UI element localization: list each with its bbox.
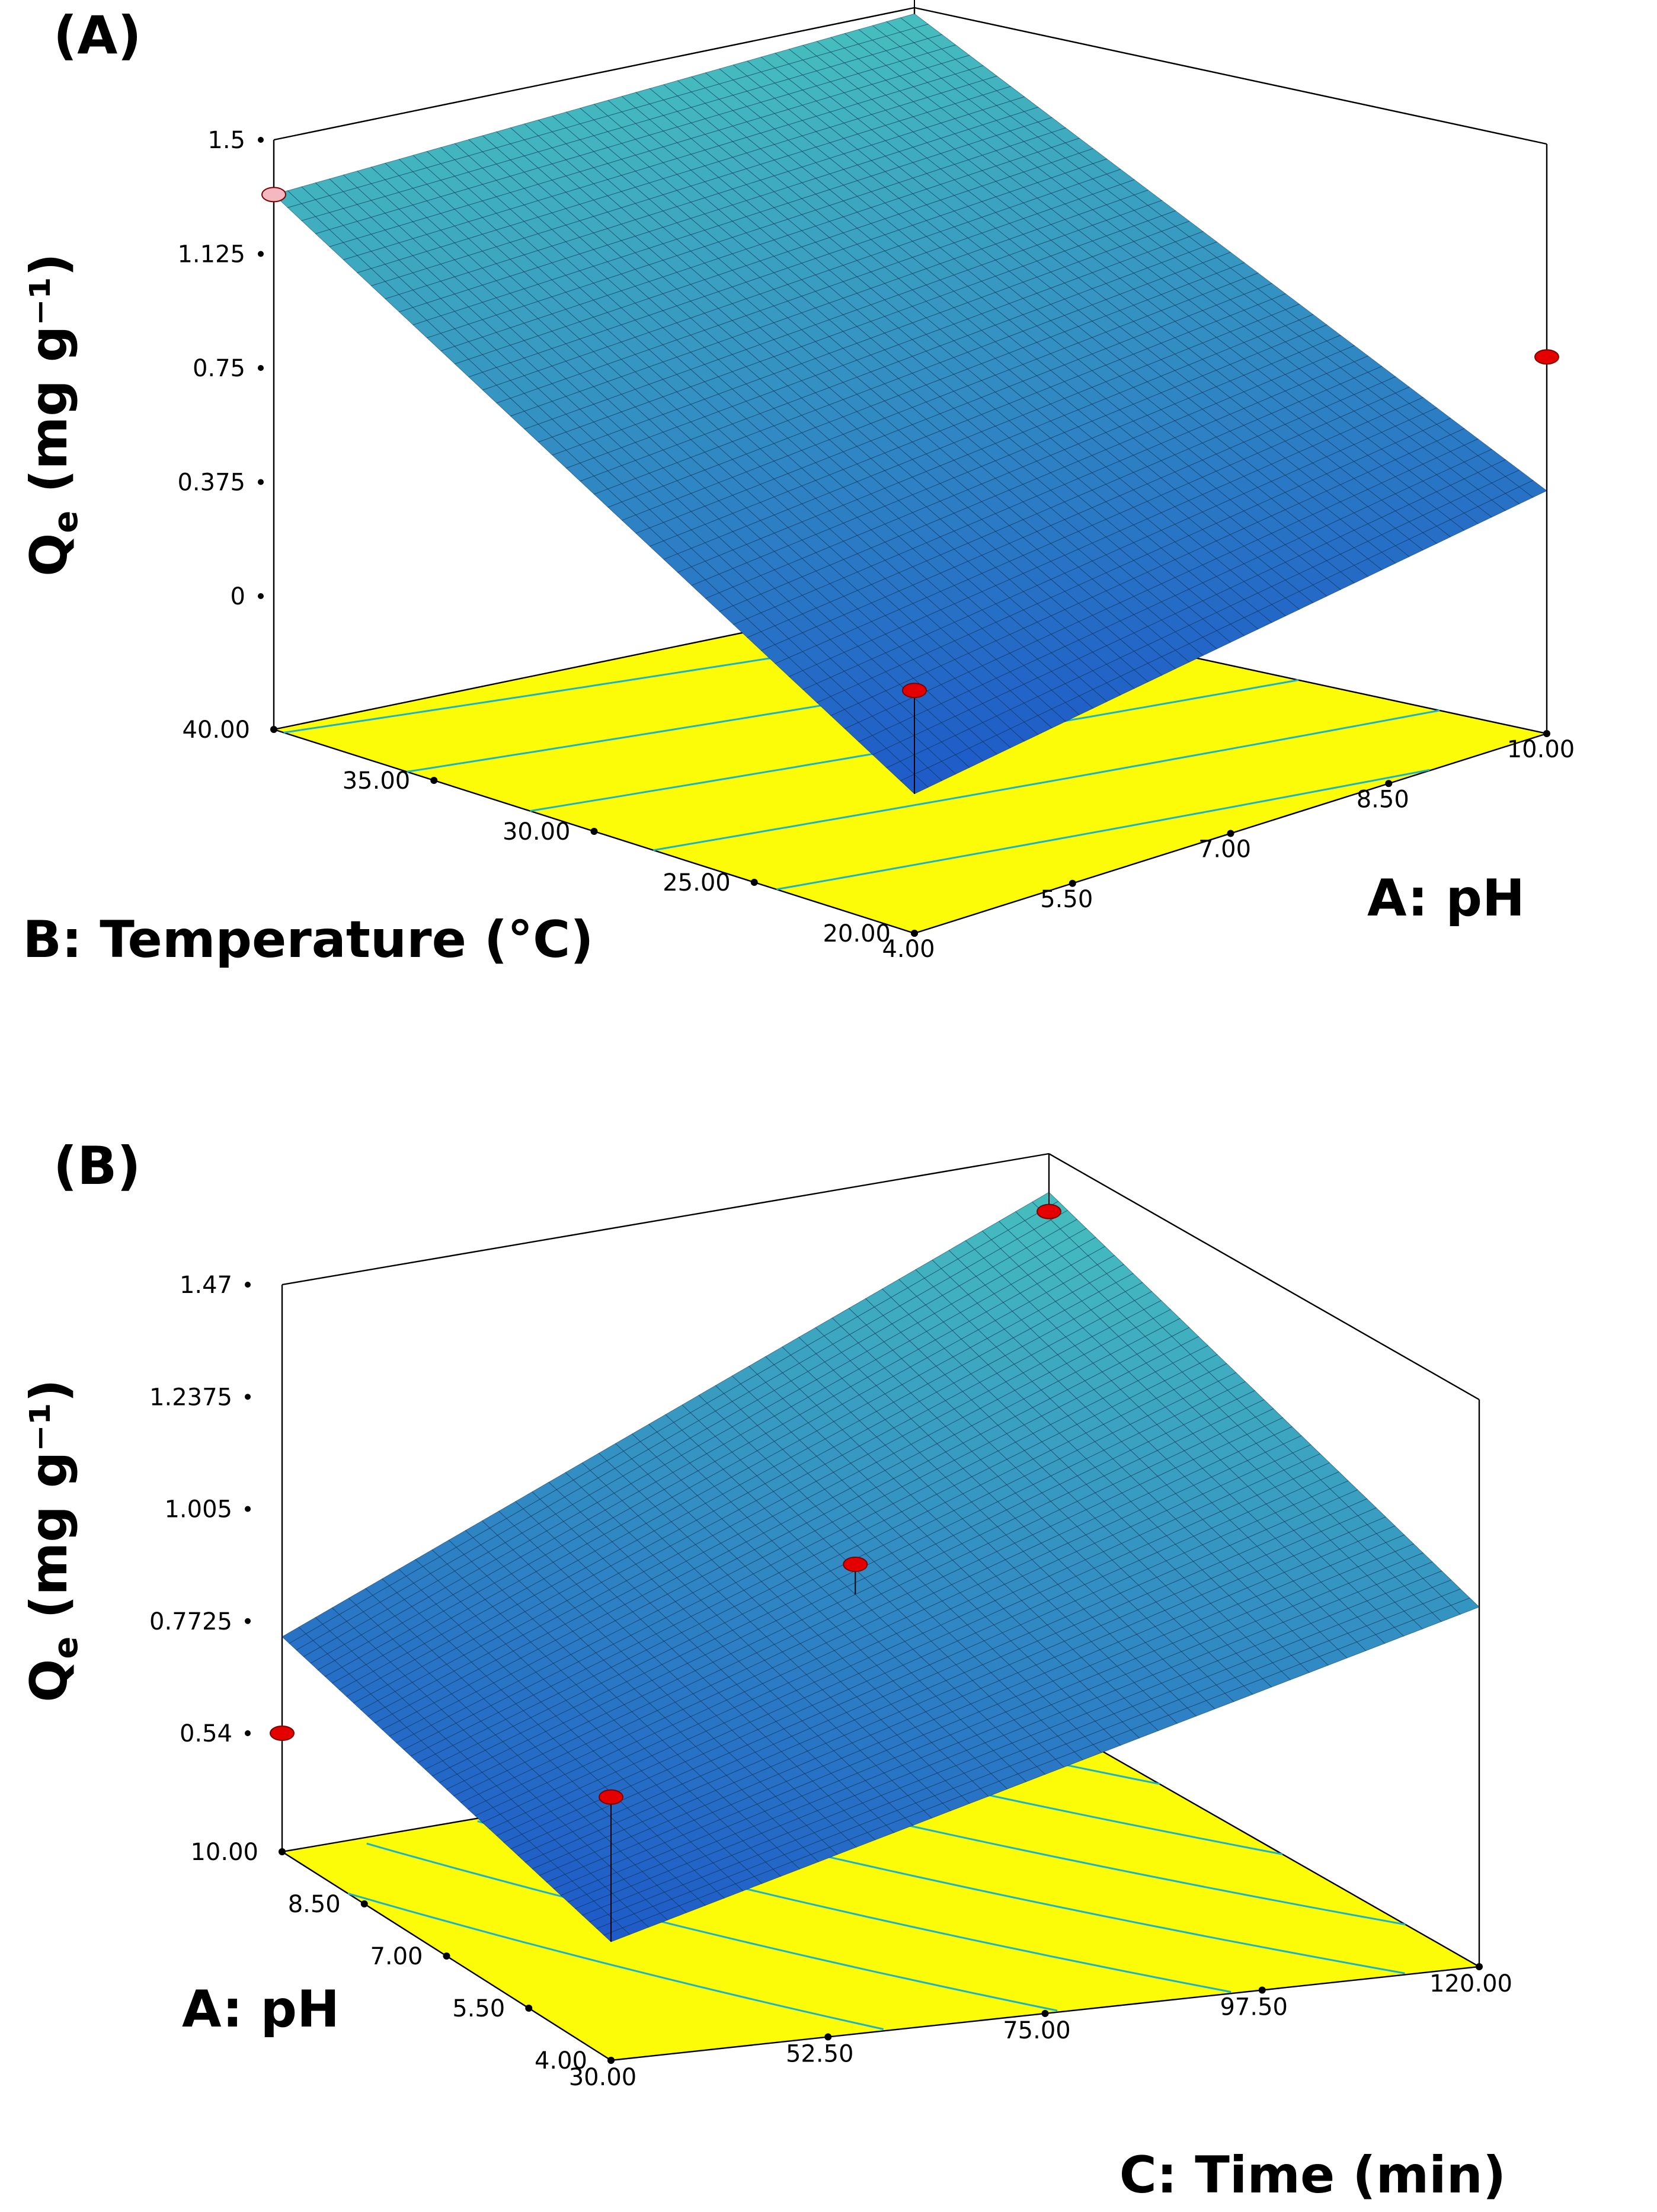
- x-tick-label: 52.50: [786, 2041, 854, 2068]
- z-tick-label: 0.54: [180, 1720, 232, 1747]
- design-point-0: [261, 187, 286, 203]
- y-tick-label: 7.00: [370, 1943, 423, 1970]
- z-tick-mark: [245, 1618, 251, 1624]
- y-tick-mark: [443, 1952, 450, 1960]
- x-tick-mark: [1476, 1963, 1483, 1970]
- z-tick-mark: [258, 479, 264, 485]
- y-tick-label: 40.00: [182, 716, 250, 744]
- design-point-1: [1037, 1203, 1061, 1219]
- z-axis-title-subscript: e: [47, 511, 85, 533]
- x-axis-title: C: Time (min): [1119, 2146, 1506, 2205]
- frame-top-back-right: [914, 7, 1547, 145]
- y-tick-mark: [750, 879, 758, 886]
- contour-line-0: [776, 769, 1430, 891]
- z-tick-mark: [258, 137, 264, 143]
- y-tick-label: 25.00: [663, 869, 731, 897]
- y-tick-label: 10.00: [190, 1839, 258, 1866]
- x-tick-mark: [824, 2033, 832, 2041]
- z-axis: 0 0.375 0.75 1.125 1.5: [177, 127, 264, 610]
- x-tick-label: 10.00: [1507, 736, 1575, 763]
- y-tick-mark: [270, 726, 277, 733]
- z-tick-label: 1.5: [207, 127, 245, 154]
- z-axis-title-units: (mg g⁻¹): [20, 1379, 79, 1636]
- z-tick-label: 1.47: [180, 1272, 232, 1299]
- z-axis-title-main: Q: [20, 1659, 79, 1702]
- y-tick-label: 5.50: [452, 1995, 505, 2022]
- frame-top-back-left: [273, 7, 915, 141]
- y-tick-label: 20.00: [823, 920, 891, 947]
- panel-label: (B): [53, 1135, 141, 1196]
- x-tick-label: 120.00: [1429, 1970, 1512, 1997]
- design-point-3: [902, 683, 927, 699]
- design-point-3: [843, 1556, 868, 1572]
- panel-b: 0.540.77251.0051.23751.4730.0052.5075.00…: [20, 1135, 1512, 2205]
- z-tick-mark: [258, 251, 264, 257]
- z-tick-mark: [245, 1394, 251, 1400]
- x-tick-label: 97.50: [1220, 1994, 1288, 2021]
- x-axis-title: A: pH: [1367, 869, 1525, 928]
- z-axis-title-units: (mg g⁻¹): [20, 253, 79, 510]
- z-tick-label: 1.005: [164, 1496, 232, 1523]
- z-axis-title: Qe (mg g⁻¹): [20, 253, 85, 576]
- z-tick-label: 0: [231, 583, 245, 610]
- y-tick-mark: [360, 1900, 368, 1907]
- contour-line-1: [653, 709, 1440, 851]
- z-axis-title-subscript: e: [47, 1637, 85, 1659]
- z-axis-title-main: Q: [20, 533, 79, 577]
- design-point-0: [599, 1789, 623, 1805]
- z-tick-label: 0.7725: [149, 1608, 232, 1635]
- y-tick-mark: [590, 828, 598, 835]
- x-tick-mark: [1041, 2010, 1049, 2017]
- y-tick-label: 8.50: [288, 1891, 341, 1918]
- z-tick-label: 0.75: [193, 355, 245, 382]
- y-tick-mark: [607, 2057, 615, 2064]
- z-axis: 0.54 0.7725 1.005 1.2375 1.47: [149, 1272, 251, 1747]
- z-tick-mark: [258, 365, 264, 371]
- z-tick-label: 0.375: [177, 469, 245, 497]
- x-tick-label: 8.50: [1357, 786, 1409, 813]
- x-tick-label: 5.50: [1040, 886, 1093, 913]
- panel-label: (A): [53, 5, 142, 66]
- y-tick-mark: [525, 2005, 533, 2012]
- y-axis-title: B: Temperature (°C): [23, 910, 593, 969]
- panel-a: 00.3750.751.1251.54.005.507.008.5010.002…: [20, 0, 1575, 969]
- y-axis-title: A: pH: [182, 1980, 340, 2039]
- z-axis-title: Qe (mg g⁻¹): [20, 1379, 85, 1702]
- x-tick-label: 7.00: [1198, 836, 1251, 863]
- y-tick-label: 4.00: [535, 2047, 587, 2075]
- response-surface: [273, 13, 1547, 795]
- z-tick-mark: [245, 1730, 251, 1736]
- y-tick-mark: [911, 930, 918, 937]
- z-tick-mark: [245, 1282, 251, 1288]
- y-tick-mark: [279, 1848, 286, 1855]
- design-point-2: [270, 1726, 295, 1741]
- z-tick-label: 1.125: [177, 241, 245, 268]
- y-tick-mark: [430, 777, 438, 784]
- y-tick-label: 30.00: [503, 818, 571, 846]
- design-point-2: [1534, 349, 1559, 365]
- x-tick-label: 75.00: [1003, 2017, 1071, 2044]
- z-tick-label: 1.2375: [149, 1384, 232, 1411]
- y-tick-label: 35.00: [343, 767, 411, 795]
- z-tick-mark: [258, 593, 264, 599]
- z-tick-mark: [245, 1506, 251, 1512]
- x-tick-mark: [1258, 1986, 1266, 1994]
